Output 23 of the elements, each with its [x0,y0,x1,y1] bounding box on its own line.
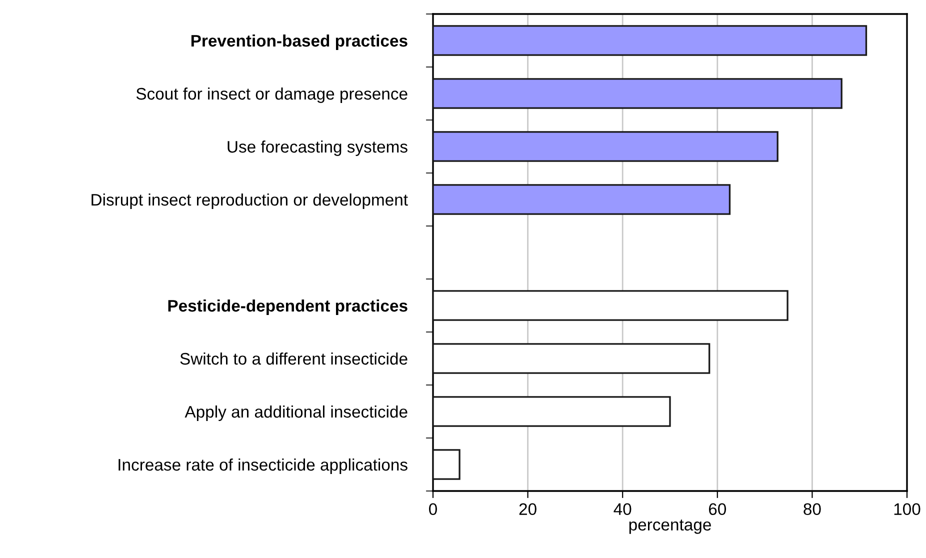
bar [433,184,731,215]
y-tick-label: Increase rate of insecticide applications [118,458,408,474]
y-tick-label: Switch to a different insecticide [180,352,408,365]
y-tick-label: Scout for insect or damage presence [136,87,408,103]
bar [433,396,671,427]
x-tick-label: 80 [804,503,821,516]
bar [433,449,460,480]
bar [433,25,868,56]
y-tick-label: Disrupt insect reproduction or development [92,193,408,209]
y-tick-label: Prevention-based practices [191,34,408,50]
x-tick-label: 40 [614,503,632,516]
x-tick-label: 0 [429,503,437,516]
bar [433,343,710,374]
x-tick-label: 100 [894,503,920,516]
bar [433,78,842,109]
y-tick-label: Use forecasting systems [228,140,408,156]
y-tick-label: Pesticide-dependent practices [168,299,408,315]
y-tick-label: Apply an additional insecticide [184,405,408,421]
bar [433,131,778,162]
x-tick-label: 20 [519,503,536,516]
x-axis-title: percentage [629,520,711,534]
x-tick-label: 60 [708,503,726,516]
bar [433,290,788,321]
